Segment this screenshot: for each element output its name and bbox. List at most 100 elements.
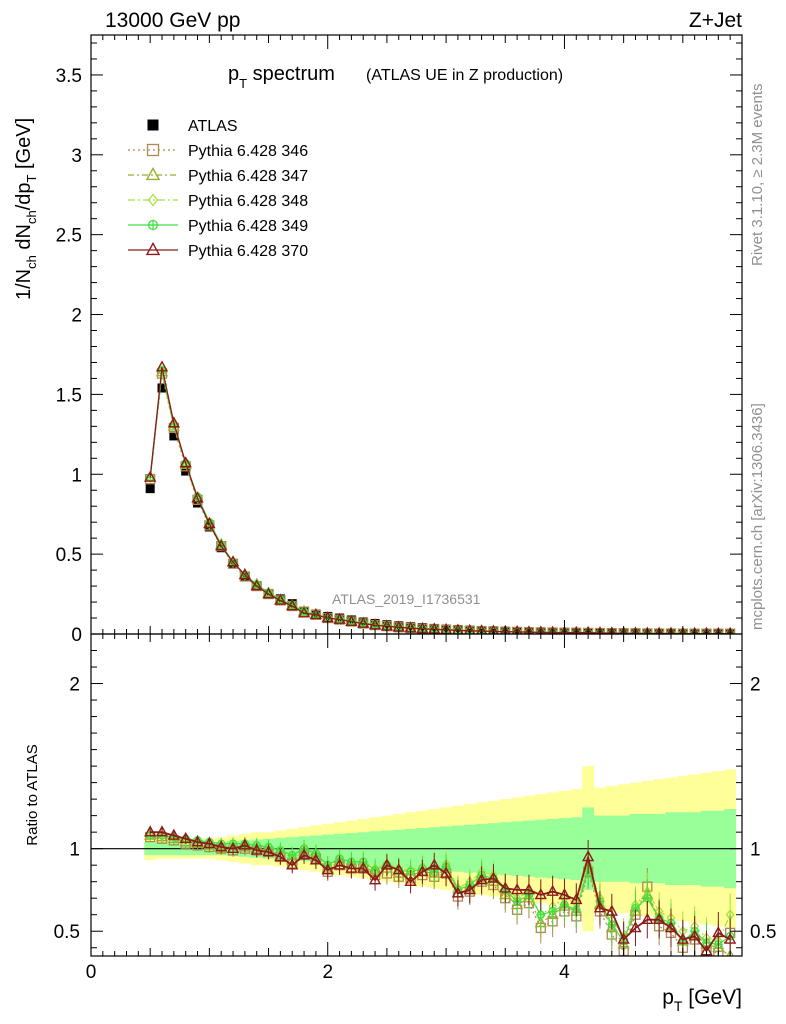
ylabel-part-e: /dp	[13, 182, 35, 210]
main-point-p370-45	[678, 626, 687, 634]
title-p: p	[228, 63, 239, 85]
legend-marker-p347	[145, 166, 161, 181]
legend-label-p370: Pythia 6.428 370	[188, 243, 308, 260]
main-point-p370-37	[583, 625, 593, 634]
main-point-p370-14	[309, 607, 323, 620]
ratio-ytick-label-1: 1	[69, 840, 80, 861]
ratio-point-p370-29	[487, 871, 500, 883]
ratio-point-p349-34	[548, 906, 558, 916]
ratio-point-p370-44	[664, 921, 678, 933]
main-point-p370-42	[643, 626, 652, 634]
header-left: 13000 GeV pp	[105, 9, 240, 32]
ratio-point-p370-4	[191, 835, 204, 847]
main-point-p370-46	[690, 626, 699, 634]
ratio-ytick-label-2: 2	[69, 675, 80, 696]
ratio-point-p370-28	[475, 873, 488, 885]
chart-title-note: (ATLAS UE in Z production)	[366, 67, 563, 84]
ylabel-part-c: dN	[13, 224, 35, 255]
main-point-p370-4	[191, 491, 204, 503]
ratio-point-p370-21	[392, 863, 405, 875]
main-point-p370-26	[452, 623, 464, 634]
main-ytick-label-3: 1.5	[56, 385, 82, 406]
main-point-p370-41	[631, 626, 640, 634]
ratio-point-p370-20	[380, 858, 394, 870]
ratio-ytick-label-right-0: 0.5	[750, 922, 776, 943]
main-ytick-label-5: 2.5	[56, 226, 82, 247]
main-point-p370-33	[536, 625, 546, 634]
main-point-p370-18	[357, 616, 370, 628]
main-point-p370-12	[286, 599, 299, 611]
ratio-point-p370-25	[439, 866, 453, 878]
main-point-p370-6	[215, 539, 228, 551]
ratio-point-p370-7	[226, 841, 240, 853]
ratio-point-p370-10	[262, 845, 275, 857]
ratio-point-p370-5	[203, 836, 216, 849]
watermark: ATLAS_2019_I1736531	[332, 591, 481, 607]
ylabel-part-f: T	[24, 174, 39, 182]
main-point-p370-49	[726, 626, 735, 634]
main-point-data-2	[169, 431, 179, 441]
legend-marker-data	[147, 119, 159, 131]
side-label-top: Rivet 3.1.10, ≥ 2.3M events	[749, 84, 766, 267]
ratio-point-p370-32	[522, 883, 536, 895]
main-point-p370-35	[559, 625, 569, 634]
ratio-ytick-label-right-2: 2	[750, 675, 761, 696]
main-ytick-label-2: 1	[71, 465, 82, 486]
main-ylabel: 1/Nch dNch/dpT [GeV]	[13, 118, 39, 300]
ratio-point-p370-1	[155, 825, 169, 837]
legend-marker-p370	[145, 241, 161, 256]
ratio-point-p370-9	[250, 843, 263, 855]
main-point-p370-34	[548, 625, 558, 634]
xlabel-part-b: T	[674, 998, 683, 1014]
ratio-point-p370-23	[416, 864, 429, 877]
ratio-point-p370-45	[676, 932, 689, 944]
ratio-point-p370-31	[510, 883, 524, 895]
legend-label-p347: Pythia 6.428 347	[188, 168, 308, 185]
ratio-point-p370-15	[321, 863, 334, 875]
ratio-point-p370-27	[463, 883, 476, 895]
xtick-label-1: 2	[322, 962, 333, 983]
ratio-point-p370-34	[546, 884, 559, 896]
side-label-bottom: mcplots.cern.ch [arXiv:1306.3436]	[749, 403, 766, 630]
main-point-p370-30	[500, 624, 511, 634]
main-point-p370-39	[607, 626, 617, 634]
main-point-p370-13	[297, 606, 311, 618]
main-point-p370-0	[144, 470, 157, 482]
ratio-point-p347-49	[726, 949, 734, 956]
main-point-p370-36	[571, 625, 581, 634]
ratio-point-p370-42	[641, 912, 654, 924]
ratio-point-p370-16	[333, 858, 346, 870]
ratio-point-p370-3	[179, 831, 192, 844]
ratio-point-p370-35	[558, 888, 571, 900]
main-point-data-0	[145, 484, 155, 494]
main-point-p370-8	[238, 568, 252, 580]
ratio-point-p370-12	[286, 858, 299, 870]
ratio-point-p349-33	[536, 910, 546, 920]
main-point-p370-10	[262, 587, 275, 599]
ratio-ytick-label-0: 0.5	[54, 922, 80, 943]
main-point-p370-2	[167, 416, 180, 428]
header-right: Z+Jet	[689, 9, 742, 32]
legend-label-data: ATLAS	[188, 118, 238, 135]
main-point-p370-40	[619, 626, 628, 634]
xtick-label-2: 4	[559, 962, 570, 983]
chart-title: pT spectrum	[228, 63, 335, 91]
main-point-p370-29	[488, 624, 499, 634]
main-point-p370-3	[179, 456, 192, 468]
main-ytick-label-4: 2	[71, 306, 82, 327]
main-point-p370-9	[250, 579, 263, 591]
ratio-point-p370-8	[238, 838, 252, 850]
ratio-axes: 0.5 0.5 1 1 2 2 0 2 4	[54, 634, 776, 983]
title-rest: spectrum	[247, 63, 335, 85]
ratio-point-p370-49	[724, 932, 737, 944]
xlabel-part-c: [GeV]	[682, 986, 742, 1009]
ratio-point-p370-37	[581, 850, 595, 862]
ratio-point-p370-0	[144, 825, 157, 837]
ratio-point-p349-34-cross	[548, 906, 558, 916]
ratio-point-p370-40	[617, 932, 630, 944]
legend-marker-p346	[146, 143, 160, 157]
ratio-point-p370-39	[605, 904, 618, 916]
main-point-p370-27	[464, 623, 476, 634]
main-point-data-1	[157, 383, 167, 393]
ratio-point-p349-33-cross	[536, 910, 546, 920]
